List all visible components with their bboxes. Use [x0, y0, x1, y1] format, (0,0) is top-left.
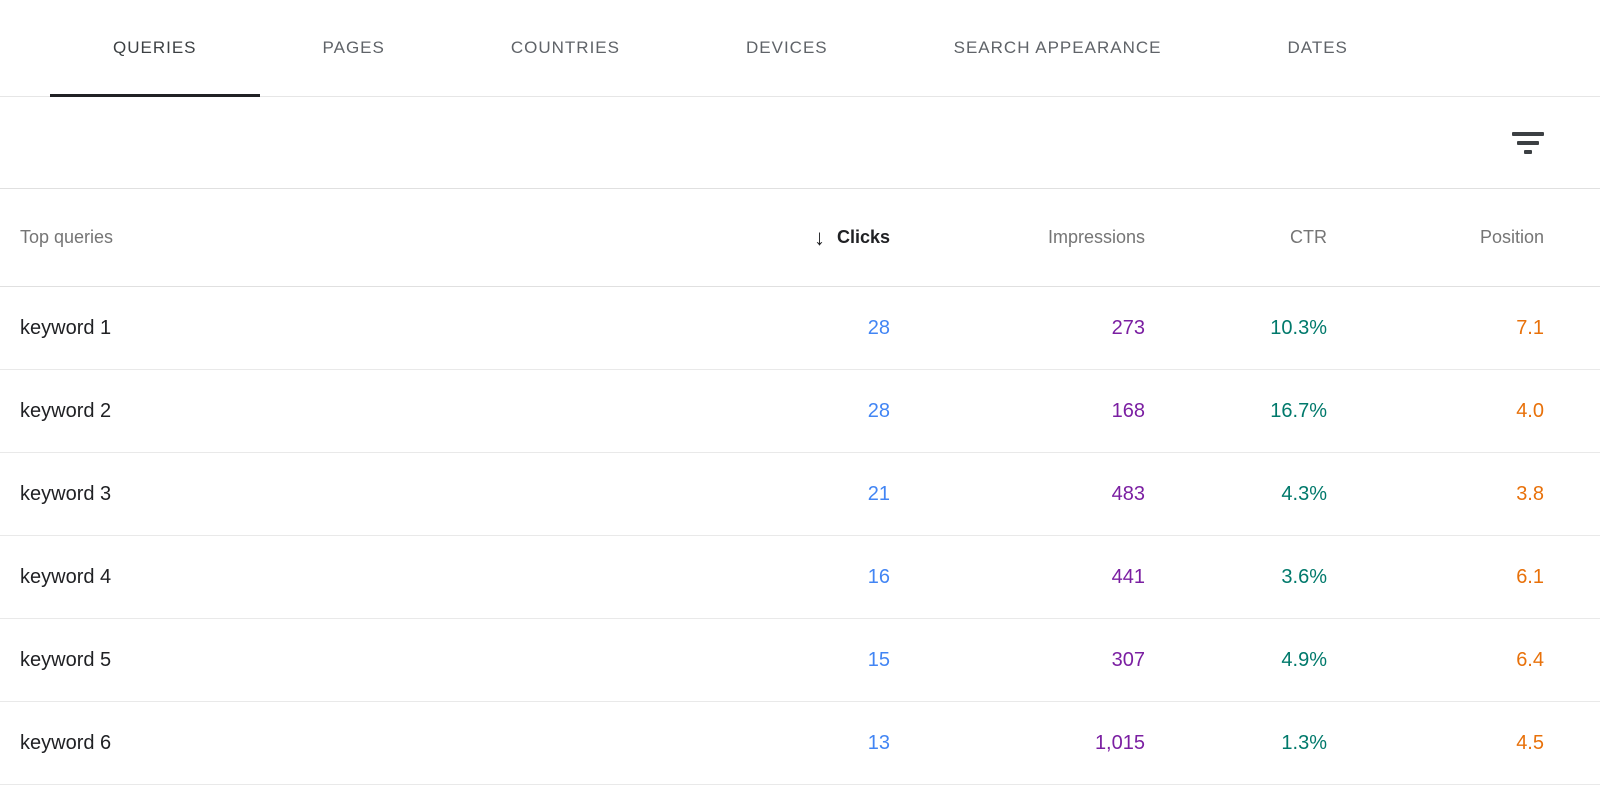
column-header-clicks[interactable]: ↓ Clicks: [640, 224, 890, 250]
table-row[interactable]: keyword 1 28 273 10.3% 7.1: [0, 287, 1600, 370]
clicks-cell: 15: [867, 648, 890, 671]
tab-pages-label: PAGES: [322, 38, 385, 57]
clicks-cell: 21: [867, 482, 890, 505]
table-row[interactable]: keyword 6 13 1,015 1.3% 4.5: [0, 702, 1600, 785]
ctr-cell: 4.9%: [1281, 648, 1327, 671]
tab-devices-label: DEVICES: [745, 38, 828, 57]
impressions-cell: 168: [1111, 399, 1145, 422]
sort-descending-icon: ↓: [813, 224, 825, 250]
query-cell: keyword 1: [20, 316, 112, 339]
impressions-cell: 1,015: [1094, 731, 1145, 754]
ctr-cell: 16.7%: [1270, 399, 1327, 422]
table-row[interactable]: keyword 2 28 168 16.7% 4.0: [0, 370, 1600, 453]
position-cell: 4.0: [1516, 399, 1544, 422]
query-cell: keyword 6: [20, 731, 112, 754]
position-cell: 4.5: [1516, 731, 1544, 754]
column-header-clicks-label: Clicks: [836, 227, 890, 247]
table-header-row: Top queries ↓ Clicks Impressions CTR Pos…: [0, 189, 1600, 287]
ctr-cell: 4.3%: [1281, 482, 1327, 505]
filter-button[interactable]: [1508, 123, 1548, 163]
impressions-cell: 441: [1111, 565, 1145, 588]
table-row[interactable]: keyword 3 21 483 4.3% 3.8: [0, 453, 1600, 536]
tab-dates[interactable]: DATES: [1224, 0, 1410, 96]
ctr-cell: 1.3%: [1281, 731, 1327, 754]
impressions-cell: 307: [1111, 648, 1145, 671]
tab-countries-label: COUNTRIES: [510, 38, 620, 57]
tab-devices[interactable]: DEVICES: [683, 0, 891, 96]
tab-countries[interactable]: COUNTRIES: [448, 0, 683, 96]
table-row[interactable]: keyword 5 15 307 4.9% 6.4: [0, 619, 1600, 702]
query-cell: keyword 4: [20, 565, 112, 588]
column-header-ctr[interactable]: CTR: [1290, 227, 1327, 247]
impressions-cell: 273: [1111, 316, 1145, 339]
position-cell: 6.1: [1516, 565, 1544, 588]
tab-search-appearance[interactable]: SEARCH APPEARANCE: [891, 0, 1225, 96]
tab-bar: QUERIES PAGES COUNTRIES DEVICES SEARCH A…: [0, 0, 1600, 97]
tab-dates-label: DATES: [1287, 38, 1348, 57]
position-cell: 7.1: [1516, 316, 1544, 339]
filter-list-icon: [1512, 131, 1544, 154]
query-cell: keyword 3: [20, 482, 112, 505]
tab-search-appearance-label: SEARCH APPEARANCE: [953, 38, 1162, 57]
position-cell: 3.8: [1516, 482, 1544, 505]
table-toolbar: [0, 97, 1600, 189]
column-header-top-queries: Top queries: [20, 227, 114, 247]
table-row[interactable]: keyword 4 16 441 3.6% 6.1: [0, 536, 1600, 619]
clicks-cell: 28: [867, 316, 890, 339]
ctr-cell: 3.6%: [1281, 565, 1327, 588]
column-header-impressions[interactable]: Impressions: [1047, 227, 1145, 247]
tab-queries-label: QUERIES: [113, 38, 197, 57]
tab-pages[interactable]: PAGES: [260, 0, 448, 96]
tab-queries[interactable]: QUERIES: [50, 0, 260, 97]
clicks-cell: 16: [867, 565, 890, 588]
impressions-cell: 483: [1111, 482, 1145, 505]
query-cell: keyword 2: [20, 399, 112, 422]
position-cell: 6.4: [1516, 648, 1544, 671]
clicks-cell: 13: [867, 731, 890, 754]
clicks-cell: 28: [867, 399, 890, 422]
query-cell: keyword 5: [20, 648, 112, 671]
column-header-position[interactable]: Position: [1479, 227, 1544, 247]
ctr-cell: 10.3%: [1270, 316, 1327, 339]
